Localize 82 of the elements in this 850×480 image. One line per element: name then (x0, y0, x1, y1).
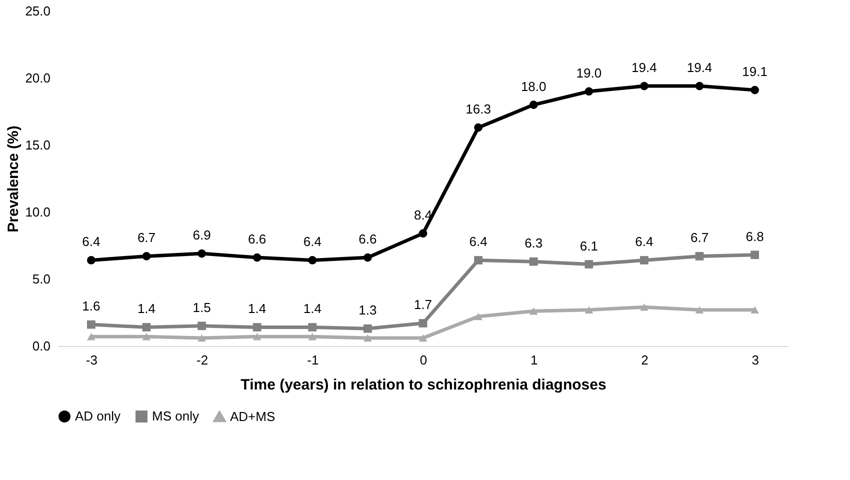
point (252, 323, 262, 332)
data-label: 18.0 (520, 78, 546, 94)
data-label: 6.3 (524, 236, 543, 251)
point (640, 82, 648, 90)
data-label: 6.7 (137, 230, 156, 246)
x-tick-label: 2 (641, 352, 648, 368)
point (529, 100, 538, 109)
x-tick-label: 3 (752, 352, 759, 368)
y-tick-label: 10.0 (25, 204, 50, 220)
data-label: 6.4 (635, 234, 654, 250)
point (364, 253, 372, 262)
point (308, 332, 317, 340)
point (695, 82, 704, 90)
x-tick-label: 1 (530, 352, 538, 368)
point (87, 256, 96, 264)
legend-label: AD only (75, 408, 122, 424)
y-axis-title: Prevalence (%) (5, 126, 22, 232)
point (198, 322, 206, 330)
data-label: 6.4 (469, 234, 488, 250)
y-tick-label: 5.0 (32, 272, 50, 286)
y-tick-label: 15.0 (25, 138, 50, 152)
point (474, 312, 482, 320)
point (364, 324, 372, 333)
data-label: 1.6 (82, 298, 100, 314)
data-label: 1.4 (248, 301, 266, 316)
point (584, 87, 594, 96)
legend-label: AD+MS (230, 408, 276, 424)
point (198, 334, 206, 342)
point (364, 334, 372, 342)
point (474, 256, 482, 264)
data-label: 6.4 (303, 234, 322, 250)
point (308, 323, 317, 332)
point (418, 334, 428, 342)
data-label: 1.3 (358, 302, 377, 318)
x-tick-label: 0 (420, 352, 428, 368)
point (750, 306, 759, 314)
point (142, 332, 151, 340)
y-tick-label: 25.0 (25, 4, 50, 18)
data-label: 1.5 (192, 300, 211, 315)
point (142, 323, 151, 332)
point (640, 256, 648, 264)
data-label: 6.8 (746, 228, 764, 244)
point (87, 332, 96, 340)
legend-label: MS only (152, 408, 200, 424)
point (584, 306, 594, 314)
point (750, 250, 759, 260)
point (529, 257, 538, 266)
data-label: 1.4 (137, 301, 156, 316)
point (142, 252, 151, 260)
data-label: 6.6 (248, 232, 266, 247)
point (695, 306, 704, 314)
point (695, 252, 704, 260)
data-label: 1.7 (414, 297, 432, 312)
data-label: 19.1 (742, 64, 768, 80)
point (252, 332, 262, 340)
data-label: 6.4 (82, 234, 100, 250)
point (308, 256, 317, 264)
point (474, 123, 482, 132)
data-label: 6.7 (690, 230, 709, 246)
point (252, 253, 262, 262)
point (529, 308, 538, 315)
data-label: 19.4 (686, 60, 712, 76)
data-label: 6.9 (192, 228, 211, 243)
y-tick-label: 0.0 (32, 338, 50, 354)
data-label: 6.6 (358, 232, 377, 247)
x-axis-title: Time (years) in relation to schizophrenia diagnoses (240, 376, 606, 394)
point (750, 86, 759, 94)
point (584, 260, 594, 268)
data-label: 6.1 (580, 238, 598, 254)
point (198, 249, 206, 258)
data-label: 19.4 (632, 60, 657, 76)
y-tick-label: 20.0 (25, 70, 50, 86)
x-tick-label: -2 (196, 352, 208, 368)
point (87, 320, 96, 329)
data-label: 19.0 (576, 65, 602, 80)
point (418, 229, 428, 238)
point (640, 304, 648, 311)
data-label: 16.3 (466, 102, 491, 117)
point (418, 319, 428, 328)
x-tick-label: -3 (86, 352, 98, 368)
x-tick-label: -1 (307, 352, 319, 368)
data-label: 1.4 (303, 301, 322, 316)
